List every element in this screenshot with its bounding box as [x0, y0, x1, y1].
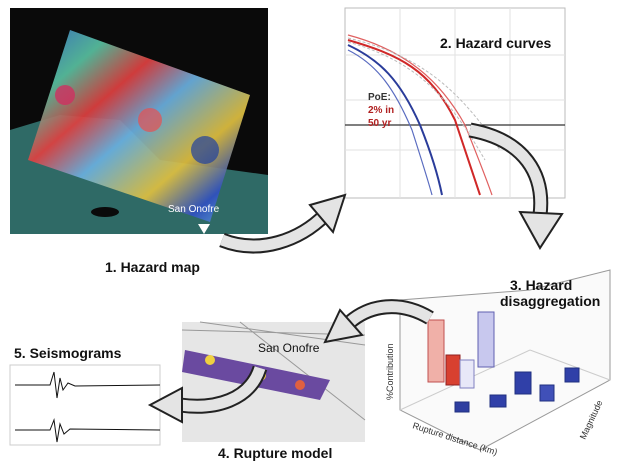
bar: [490, 395, 506, 407]
panel-label: 2. Hazard curves: [440, 35, 551, 51]
panel-label: disaggregation: [500, 293, 600, 309]
bar: [428, 320, 444, 382]
poe-text: 50 yr: [368, 118, 391, 129]
hotspot: [55, 85, 75, 105]
bar: [455, 402, 469, 412]
arrow-head: [520, 212, 562, 248]
bar: [515, 372, 531, 394]
island: [91, 207, 119, 217]
y-axis-label: %Contribution: [385, 343, 395, 400]
disaggregation-panel: 3. Hazard disaggregation %Contribution R…: [385, 270, 610, 457]
rupture-panel: San Onofre 4. Rupture model: [182, 322, 365, 461]
bar: [565, 368, 579, 382]
seismogram-frame: [10, 365, 160, 445]
poe-text: 2% in: [368, 105, 394, 116]
panel-label: 1. Hazard map: [105, 259, 200, 275]
hotspot: [138, 108, 162, 132]
map-site-label: San Onofre: [168, 204, 220, 215]
z-axis-label: Magnitude: [578, 399, 605, 441]
poe-text: PoE:: [368, 92, 391, 103]
bar: [460, 360, 474, 388]
panel-label: 5. Seismograms: [14, 345, 122, 361]
panel-label: 4. Rupture model: [218, 445, 332, 461]
bar: [446, 355, 460, 385]
slip-patch: [295, 380, 305, 390]
bar: [540, 385, 554, 401]
rupture-site-label: San Onofre: [258, 341, 320, 355]
panel-label: 3. Hazard: [510, 277, 572, 293]
seismogram-panel: 5. Seismograms: [10, 345, 160, 445]
slip-patch: [205, 355, 215, 365]
workflow-diagram: San Onofre 1. Hazard map 2. Hazard curve…: [0, 0, 637, 461]
hotspot: [191, 136, 219, 164]
bar: [478, 312, 494, 367]
